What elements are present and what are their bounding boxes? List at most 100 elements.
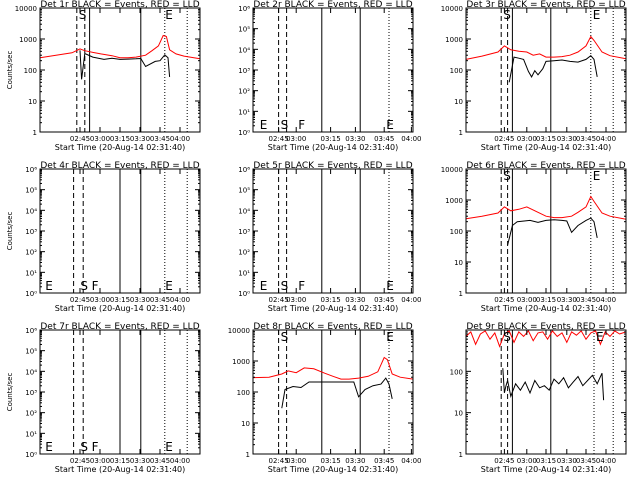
panel-title: Det 1r BLACK = Events, RED = LLD <box>40 0 199 10</box>
series-line-lld <box>465 330 627 348</box>
panel-title: Det 8r BLACK = Events, RED = LLD <box>253 322 412 332</box>
xtick-label: 04:00 <box>401 135 421 143</box>
ytick-label: 10⁵ <box>25 348 37 356</box>
event-marker: E <box>593 8 601 22</box>
xtick-label: 03:00 <box>90 135 110 143</box>
ytick-label: 10⁴ <box>238 46 250 54</box>
ytick-label: 10⁴ <box>25 368 37 376</box>
ytick-label: 10 <box>454 259 463 267</box>
xtick-label: 03:15 <box>536 135 556 143</box>
ytick-label: 10⁶ <box>25 166 37 174</box>
panel-title: Det 4r BLACK = Events, RED = LLD <box>40 161 199 171</box>
ytick-label: 10¹ <box>238 108 250 116</box>
xtick-label: 03:30 <box>557 457 577 465</box>
ytick-label: 1000 <box>445 197 463 205</box>
ytick-label: 1000 <box>19 36 37 44</box>
ytick-label: 10³ <box>238 228 250 236</box>
xtick-label: 04:00 <box>170 296 190 304</box>
ytick-label: 10⁰ <box>25 290 37 298</box>
x-axis-label: Start Time (20-Aug-14 02:31:40) <box>481 304 612 313</box>
event-marker: E <box>386 118 394 132</box>
series-line-lld <box>465 35 627 60</box>
ytick-label: 10 <box>241 420 250 428</box>
event-marker: E <box>165 279 173 293</box>
event-marker: E <box>596 330 604 344</box>
panel-7: Det 7r BLACK = Events, RED = LLD 10⁰ 10¹ 10… <box>6 322 201 474</box>
x-axis-label: Start Time (20-Aug-14 02:31:40) <box>268 465 399 474</box>
panel-4: Det 4r BLACK = Events, RED = LLD 10⁰ 10¹ 10… <box>6 161 201 313</box>
xtick-label: 02:45 <box>269 296 289 304</box>
event-marker: S <box>503 8 511 22</box>
series-line-events <box>502 368 605 401</box>
ytick-label: 10000 <box>441 166 463 174</box>
ytick-label: 100 <box>237 389 250 397</box>
xtick-label: 03:30 <box>557 135 577 143</box>
event-marker: S <box>281 118 289 132</box>
ytick-label: 10¹ <box>25 269 37 277</box>
panel-title: Det 6r BLACK = Events, RED = LLD <box>466 161 625 171</box>
xtick-label: 03:15 <box>321 457 341 465</box>
panel-title: Det 3r BLACK = Events, RED = LLD <box>466 0 625 10</box>
xtick-label: 03:30 <box>557 296 577 304</box>
xtick-label: 03:45 <box>576 135 596 143</box>
xtick-label: 03:30 <box>130 135 150 143</box>
xtick-label: 03:45 <box>576 296 596 304</box>
xtick-label: 03:30 <box>345 135 365 143</box>
ytick-label: 1000 <box>445 36 463 44</box>
ytick-label: 10² <box>25 249 37 257</box>
event-marker: S <box>281 330 289 344</box>
xtick-label: 03:45 <box>374 457 394 465</box>
event-marker: E <box>260 118 268 132</box>
event-marker: F <box>92 279 99 293</box>
xtick-label: 03:45 <box>150 135 170 143</box>
event-marker: F <box>298 279 305 293</box>
x-axis-label: Start Time (20-Aug-14 02:31:40) <box>268 304 399 313</box>
ytick-label: 1 <box>459 129 463 137</box>
xtick-label: 02:45 <box>494 296 514 304</box>
plot-frame <box>465 168 627 294</box>
event-marker: S <box>79 8 87 22</box>
ytick-label: 10² <box>238 249 250 257</box>
xtick-label: 02:45 <box>269 135 289 143</box>
xtick-label: 03:15 <box>110 135 130 143</box>
xtick-label: 03:45 <box>374 135 394 143</box>
series-line-events <box>79 50 171 80</box>
series-line-events <box>507 217 598 246</box>
plot-frame <box>39 7 201 133</box>
xtick-label: 03:00 <box>90 457 110 465</box>
series-line-events <box>508 55 598 83</box>
event-marker: E <box>165 8 173 22</box>
panel-title: Det 5r BLACK = Events, RED = LLD <box>253 161 412 171</box>
panel-3: Det 3r BLACK = Events, RED = LLD 1 10 100 10… <box>441 0 627 152</box>
event-marker: E <box>165 440 173 454</box>
ytick-label: 10 <box>28 98 37 106</box>
xtick-label: 03:15 <box>321 135 341 143</box>
x-axis-label: Start Time (20-Aug-14 02:31:40) <box>55 143 186 152</box>
xtick-label: 03:00 <box>286 135 306 143</box>
ytick-label: 10² <box>25 410 37 418</box>
event-marker: F <box>92 440 99 454</box>
ytick-label: 10¹ <box>25 430 37 438</box>
ytick-label: 10⁶ <box>238 5 250 13</box>
x-axis-label: Start Time (20-Aug-14 02:31:40) <box>55 304 186 313</box>
ytick-label: 10⁰ <box>238 129 250 137</box>
xtick-label: 04:00 <box>170 457 190 465</box>
xtick-label: 03:00 <box>517 135 537 143</box>
x-axis-label: Start Time (20-Aug-14 02:31:40) <box>268 143 399 152</box>
y-axis-label: Counts/sec <box>6 212 14 251</box>
panel-2: Det 2r BLACK = Events, RED = LLD 10⁰ 10¹ 10… <box>238 0 421 152</box>
ytick-label: 10 <box>454 98 463 106</box>
xtick-label: 03:45 <box>576 457 596 465</box>
event-marker: E <box>45 440 53 454</box>
xtick-label: 02:45 <box>70 296 90 304</box>
panel-1: Det 1r BLACK = Events, RED = LLD 1 10 100 10… <box>6 0 201 152</box>
plot-frame <box>465 329 627 455</box>
event-marker: E <box>45 279 53 293</box>
ytick-label: 10³ <box>25 228 37 236</box>
ytick-label: 1 <box>459 451 463 459</box>
ytick-label: 10000 <box>15 5 37 13</box>
panel-8: Det 8r BLACK = Events, RED = LLD 1 10 100 10… <box>228 322 422 474</box>
xtick-label: 03:30 <box>130 296 150 304</box>
event-marker: E <box>386 330 394 344</box>
